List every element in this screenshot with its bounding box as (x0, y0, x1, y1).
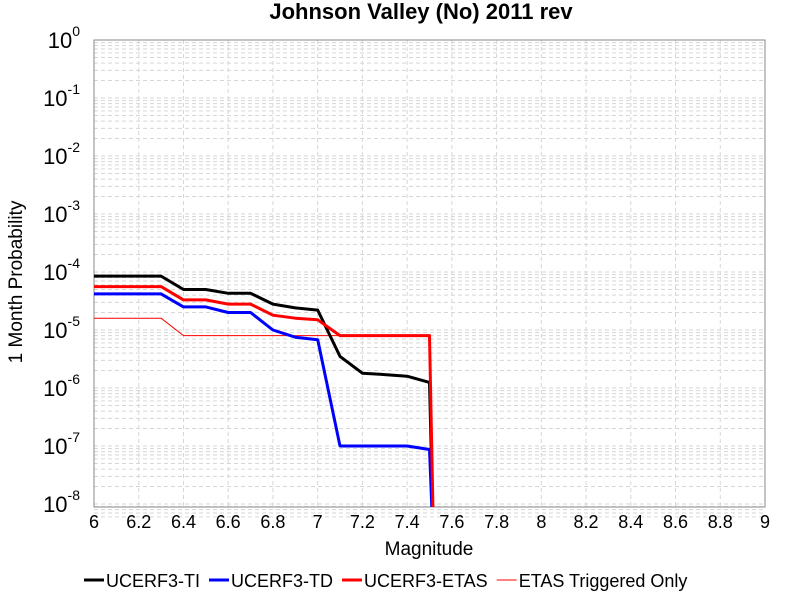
y-tick-label: 10-8 (43, 487, 80, 517)
chart-title: Johnson Valley (No) 2011 rev (269, 0, 573, 24)
x-tick-label: 8.8 (708, 512, 733, 532)
x-tick-label: 6 (89, 512, 99, 532)
x-tick-label: 6.6 (216, 512, 241, 532)
legend-label: UCERF3-TI (106, 571, 200, 591)
y-tick-label: 10-2 (43, 139, 80, 169)
x-tick-label: 8.6 (663, 512, 688, 532)
y-tick-label: 10-4 (43, 255, 80, 285)
y-tick-labels: 10-8 10-7 10-6 10-5 10-4 10-3 10-2 10-1 100 (43, 23, 80, 517)
plot-frame (93, 39, 766, 508)
legend-label: UCERF3-ETAS (364, 571, 488, 591)
y-axis-label: 1 Month Probability (6, 200, 27, 363)
x-tick-label: 9 (760, 512, 770, 532)
series-group (94, 274, 435, 507)
series-line-ucerf3-ti (94, 274, 435, 507)
y-tick-label: 10-3 (43, 197, 80, 227)
x-tick-label: 7.6 (439, 512, 464, 532)
legend-label: UCERF3-TD (231, 571, 333, 591)
x-tick-label: 7.8 (484, 512, 509, 532)
x-tick-labels: 6 6.2 6.4 6.6 6.8 7 7.2 7.4 7.6 7.8 8 8.2 8.4 8.6 8.8 9 (89, 512, 770, 532)
y-tick-label: 10-5 (43, 313, 80, 343)
series-line-ucerf3-td (94, 292, 434, 507)
legend-label: ETAS Triggered Only (519, 571, 688, 591)
grid (93, 39, 766, 518)
x-tick-label: 8.4 (618, 512, 643, 532)
x-tick-label: 6.4 (171, 512, 196, 532)
x-tick-label: 7.2 (350, 512, 375, 532)
x-tick-label: 8.2 (574, 512, 599, 532)
x-tick-label: 7 (313, 512, 323, 532)
y-tick-label: 10-1 (43, 81, 80, 111)
y-tick-label: 10-6 (43, 371, 80, 401)
x-tick-label: 6.8 (260, 512, 285, 532)
x-axis-label: Magnitude (385, 539, 474, 560)
legend: UCERF3-TI UCERF3-TD UCERF3-ETAS ETAS Trigge… (84, 571, 687, 591)
x-tick-label: 7.4 (395, 512, 420, 532)
series-line-ucerf3-etas (94, 285, 435, 507)
y-tick-label: 100 (48, 23, 80, 53)
x-tick-label: 6.2 (126, 512, 151, 532)
y-tick-label: 10-7 (43, 429, 80, 459)
x-tick-label: 8 (536, 512, 546, 532)
